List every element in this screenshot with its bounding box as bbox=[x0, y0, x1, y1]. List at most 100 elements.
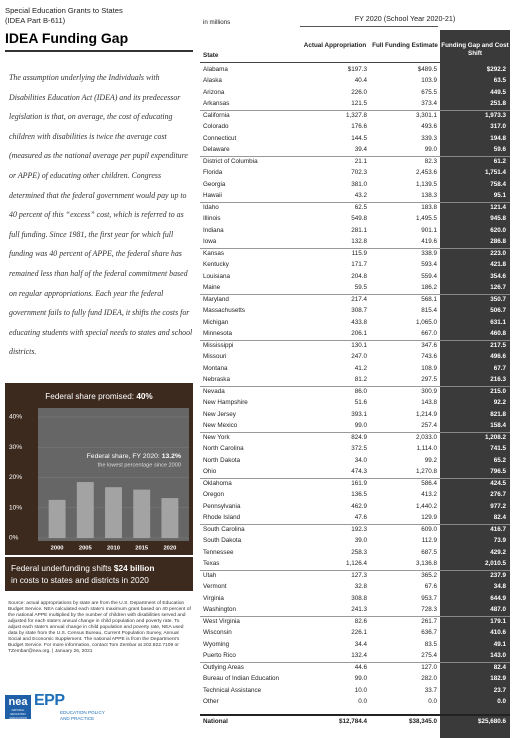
cell-value: 317.0 bbox=[490, 123, 506, 130]
cell-value: 204.8 bbox=[351, 272, 367, 280]
cell-value: 308.8 bbox=[351, 594, 367, 602]
state-name: West Virginia bbox=[203, 617, 240, 625]
cell-value: 99.0 bbox=[424, 146, 437, 153]
cell-value: 741.5 bbox=[490, 445, 506, 452]
cell-value: 365.2 bbox=[421, 571, 437, 579]
cell-value: 82.4 bbox=[493, 663, 506, 671]
units: in millions bbox=[203, 19, 231, 26]
cell-value: 1,440.2 bbox=[415, 502, 437, 510]
cell-value: 171.7 bbox=[351, 261, 367, 268]
cell-value: 728.3 bbox=[421, 606, 437, 613]
nea-logo: nea NATIONAL EDUCATION ASSOCIATION bbox=[5, 695, 31, 720]
cell-value: 39.0 bbox=[354, 537, 367, 544]
cell-value: 82.4 bbox=[493, 514, 506, 521]
state-name: New Jersey bbox=[203, 410, 236, 418]
cell-value: 67.7 bbox=[493, 364, 506, 372]
cell-value: $489.5 bbox=[417, 65, 437, 73]
cell-value: 1,208.2 bbox=[484, 433, 506, 441]
group-rule bbox=[440, 615, 510, 617]
cell-value: 0.0 bbox=[358, 698, 367, 705]
cell-value: 158.4 bbox=[490, 422, 506, 429]
cell-value: 977.2 bbox=[490, 502, 506, 510]
cell-value: 217.5 bbox=[490, 341, 506, 349]
source: Source: actual appropriations by state a… bbox=[8, 601, 191, 654]
cell-value: 251.8 bbox=[490, 100, 506, 107]
epp-logo: EPP bbox=[34, 692, 65, 709]
group-rule bbox=[200, 615, 440, 617]
chart-title-value: 40% bbox=[136, 392, 153, 401]
cell-value: 1,270.8 bbox=[415, 468, 437, 475]
group-rule bbox=[200, 661, 440, 663]
total-value: $38,345.0 bbox=[408, 717, 437, 725]
cell-value: 758.4 bbox=[490, 180, 506, 188]
cell-value: 667.0 bbox=[421, 330, 437, 337]
cell-value: 416.7 bbox=[490, 525, 506, 533]
nea-name: NATIONAL EDUCATION ASSOCIATION bbox=[9, 709, 27, 720]
group-rule bbox=[440, 339, 510, 341]
cell-value: 182.9 bbox=[490, 675, 506, 682]
cell-value: 108.9 bbox=[421, 364, 437, 372]
cell-value: 300.9 bbox=[421, 387, 437, 395]
cell-value: 129.9 bbox=[421, 514, 437, 521]
left-panel: Special Education Grants to States (IDEA… bbox=[0, 0, 197, 738]
cell-value: 112.9 bbox=[421, 537, 437, 544]
bar bbox=[105, 487, 122, 538]
cell-value: 354.6 bbox=[490, 272, 506, 280]
state-name: Mississippi bbox=[203, 341, 234, 349]
cell-value: 559.4 bbox=[421, 272, 437, 280]
cell-value: 282.0 bbox=[421, 675, 437, 682]
annotation-text: Federal share, FY 2020: bbox=[87, 453, 160, 460]
state-name: New Hampshire bbox=[203, 399, 248, 406]
cell-value: 41.2 bbox=[354, 364, 367, 372]
epp-name: EDUCATION POLICY AND PRACTICE bbox=[60, 710, 105, 721]
cell-value: 429.2 bbox=[490, 548, 506, 556]
cell-value: 43.2 bbox=[354, 192, 367, 199]
cell-value: 702.3 bbox=[351, 169, 367, 176]
cell-value: 1,751.4 bbox=[484, 169, 506, 176]
cell-value: 127.3 bbox=[351, 571, 367, 579]
cell-value: 257.4 bbox=[421, 422, 437, 429]
state-name: Vermont bbox=[203, 583, 227, 590]
total-rule bbox=[200, 714, 510, 716]
cell-value: 2,033.0 bbox=[415, 433, 437, 441]
cell-value: 99.0 bbox=[354, 675, 367, 682]
cell-value: 2,010.5 bbox=[484, 560, 506, 567]
table: in millions FY 2020 (School Year 2020-21… bbox=[200, 0, 513, 738]
cell-value: 901.1 bbox=[421, 226, 437, 234]
cell-value: 258.3 bbox=[351, 548, 367, 556]
state-name: Washington bbox=[203, 606, 237, 613]
cell-value: 339.3 bbox=[421, 134, 437, 142]
state-name: Utah bbox=[203, 571, 217, 579]
state-name: Texas bbox=[203, 560, 220, 567]
cell-value: 372.5 bbox=[351, 445, 367, 452]
cell-value: 47.6 bbox=[354, 514, 367, 521]
cell-value: 796.5 bbox=[490, 468, 506, 475]
cell-value: 1,214.9 bbox=[415, 410, 437, 418]
cell-value: 215.0 bbox=[490, 387, 506, 395]
cell-value: 424.5 bbox=[490, 479, 506, 487]
cell-value: 186.2 bbox=[421, 284, 437, 291]
callout-line2: in costs to states and districts in 2020 bbox=[11, 575, 149, 585]
cell-value: 1,065.0 bbox=[415, 318, 437, 326]
group-rule bbox=[440, 431, 510, 433]
callout: Federal underfunding shifts $24 billion … bbox=[5, 557, 193, 591]
program: Special Education Grants to States bbox=[5, 6, 123, 15]
state-name: District of Columbia bbox=[203, 157, 258, 165]
group-rule bbox=[440, 523, 510, 525]
cell-value: 586.4 bbox=[421, 479, 437, 487]
state-name: Virginia bbox=[203, 594, 224, 602]
cell-value: 51.6 bbox=[354, 399, 367, 406]
period-rule bbox=[300, 26, 438, 27]
nea-text: nea bbox=[8, 696, 28, 708]
cell-value: 39.4 bbox=[354, 146, 367, 153]
cell-value: 609.0 bbox=[421, 525, 437, 533]
cell-value: 65.2 bbox=[493, 456, 506, 464]
cell-value: 21.1 bbox=[354, 157, 367, 165]
group-rule bbox=[200, 569, 440, 571]
state-name: Oklahoma bbox=[203, 479, 232, 487]
bar bbox=[133, 489, 151, 538]
state-name: North Carolina bbox=[203, 445, 244, 452]
annotation-value: 13.2% bbox=[162, 453, 181, 460]
cell-value: 126.7 bbox=[490, 284, 506, 291]
group-rule bbox=[200, 523, 440, 525]
